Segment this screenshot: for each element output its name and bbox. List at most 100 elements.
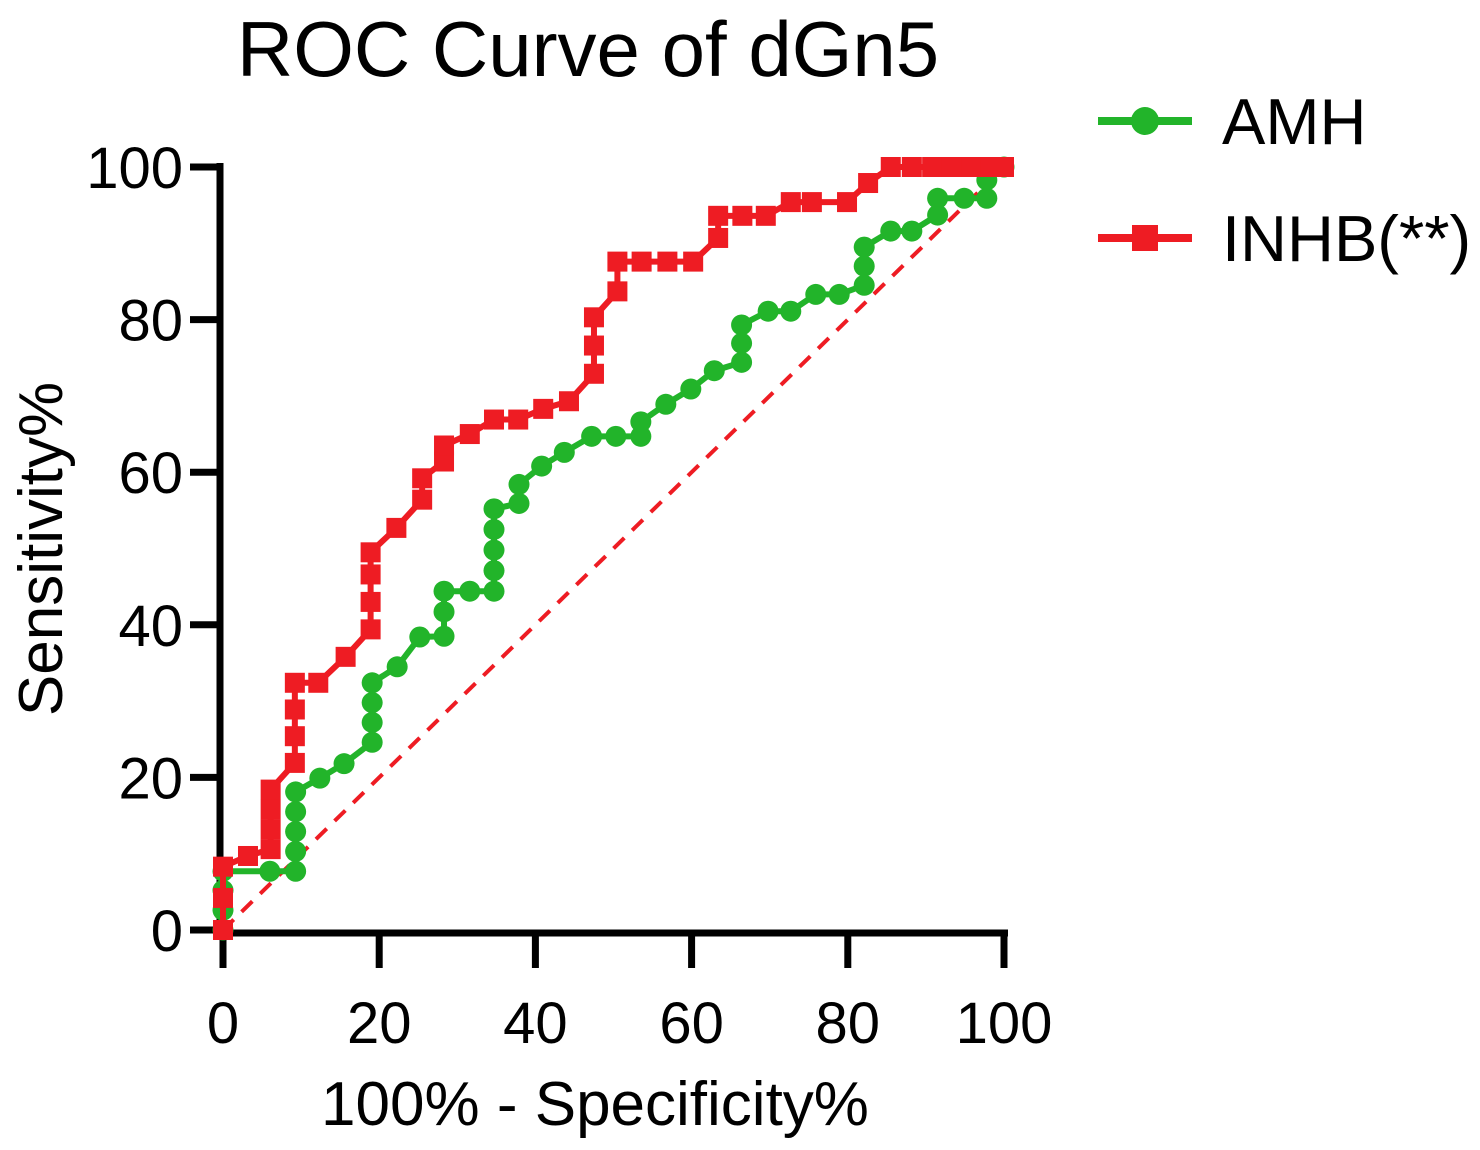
data-point-marker-inhb (994, 157, 1014, 177)
data-point-marker-amh (731, 314, 753, 336)
data-point-marker-inhb (434, 435, 455, 456)
data-point-marker-inhb (360, 564, 381, 585)
data-point-marker-inhb (508, 409, 529, 430)
y-tick-label: 80 (118, 289, 183, 354)
x-tick-label: 60 (659, 991, 724, 1056)
x-tick-label: 80 (816, 991, 881, 1056)
data-point-marker-inhb (880, 157, 901, 177)
y-tick-label: 20 (118, 746, 183, 811)
data-point-marker-amh (285, 821, 307, 843)
data-point-marker-inhb (284, 752, 305, 773)
data-point-marker-inhb (213, 856, 233, 877)
data-point-marker-inhb (708, 227, 729, 248)
data-point-marker-amh (409, 626, 431, 648)
data-point-marker-inhb (284, 699, 305, 720)
data-point-marker-amh (927, 204, 949, 226)
data-point-marker-inhb (657, 251, 678, 272)
data-point-marker-inhb (434, 451, 455, 472)
data-point-marker-inhb (260, 819, 281, 840)
x-axis-title: 100% - Specificity% (321, 1070, 869, 1139)
data-point-marker-amh (285, 801, 307, 823)
data-point-marker-amh (630, 425, 652, 447)
data-point-marker-inhb (683, 251, 704, 272)
data-point-marker-amh (433, 625, 455, 647)
data-point-marker-inhb (631, 251, 652, 272)
data-point-marker-amh (630, 411, 652, 433)
data-point-marker-amh (605, 425, 627, 447)
data-point-marker-amh (581, 425, 603, 447)
y-tick-label: 0 (151, 899, 183, 964)
data-point-marker-amh (703, 360, 725, 382)
data-point-marker-amh (553, 441, 575, 463)
x-tick-label: 100 (956, 991, 1053, 1056)
data-point-marker-amh (976, 187, 998, 209)
data-point-marker-inhb (607, 281, 628, 302)
legend: AMH INHB(**) (1098, 85, 1471, 275)
data-point-marker-amh (459, 580, 481, 602)
legend-label-inhb: INHB(**) (1222, 202, 1471, 275)
legend-marker-circle-icon (1131, 107, 1159, 135)
data-point-marker-amh (483, 539, 505, 561)
data-point-marker-amh (361, 672, 383, 694)
data-point-marker-inhb (533, 398, 554, 419)
data-point-marker-inhb (459, 424, 480, 445)
data-point-marker-inhb (360, 619, 381, 640)
data-point-marker-amh (285, 840, 307, 862)
data-point-marker-inhb (583, 335, 604, 356)
data-point-marker-inhb (260, 779, 281, 800)
data-point-marker-inhb (284, 672, 305, 693)
legend-label-amh: AMH (1222, 85, 1366, 158)
data-point-marker-inhb (607, 251, 628, 272)
data-point-marker-amh (508, 492, 530, 514)
data-point-marker-amh (828, 283, 850, 305)
data-point-marker-inhb (484, 409, 505, 430)
data-point-marker-inhb (941, 157, 962, 177)
data-point-marker-inhb (412, 468, 433, 489)
x-tick-label: 40 (503, 991, 568, 1056)
data-point-marker-inhb (335, 646, 356, 667)
y-tick-label: 100 (86, 136, 183, 201)
data-point-marker-inhb (708, 205, 729, 226)
data-point-marker-inhb (360, 591, 381, 612)
data-point-marker-inhb (260, 839, 281, 860)
data-point-marker-amh (483, 498, 505, 520)
data-point-marker-inhb (213, 920, 233, 940)
data-point-marker-amh (309, 767, 331, 789)
data-point-marker-amh (285, 781, 307, 803)
x-tick-label: 0 (207, 991, 239, 1056)
data-point-marker-amh (483, 518, 505, 540)
data-point-marker-amh (333, 753, 355, 775)
y-tick-label: 60 (118, 441, 183, 506)
data-point-marker-amh (655, 393, 677, 415)
data-point-marker-amh (853, 255, 875, 277)
data-point-marker-amh (757, 300, 779, 322)
data-point-marker-amh (483, 560, 505, 582)
legend-marker-square-icon (1132, 225, 1158, 251)
data-point-marker-amh (433, 580, 455, 602)
y-axis-title: Sensitivity% (7, 382, 76, 716)
data-point-marker-inhb (284, 726, 305, 747)
data-point-marker-inhb (583, 363, 604, 384)
data-point-marker-amh (680, 378, 702, 400)
data-point-marker-amh (805, 283, 827, 305)
data-point-marker-inhb (412, 489, 433, 510)
data-point-marker-amh (780, 300, 802, 322)
data-point-marker-inhb (858, 173, 879, 194)
plot-area: 0 20 40 60 80 100 0 20 40 60 80 100 (86, 136, 1052, 1056)
data-point-marker-amh (880, 220, 902, 242)
data-point-marker-inhb (360, 542, 381, 563)
data-point-marker-inhb (732, 205, 753, 226)
data-point-marker-inhb (213, 887, 233, 908)
data-point-marker-amh (285, 860, 307, 882)
data-point-marker-inhb (260, 799, 281, 820)
data-point-marker-amh (927, 187, 949, 209)
data-point-marker-inhb (237, 845, 258, 866)
data-point-marker-inhb (583, 307, 604, 328)
data-point-marker-inhb (558, 391, 579, 412)
data-point-marker-inhb (837, 192, 858, 213)
data-point-marker-amh (259, 860, 281, 882)
data-point-marker-inhb (386, 517, 407, 538)
data-point-marker-inhb (755, 205, 776, 226)
